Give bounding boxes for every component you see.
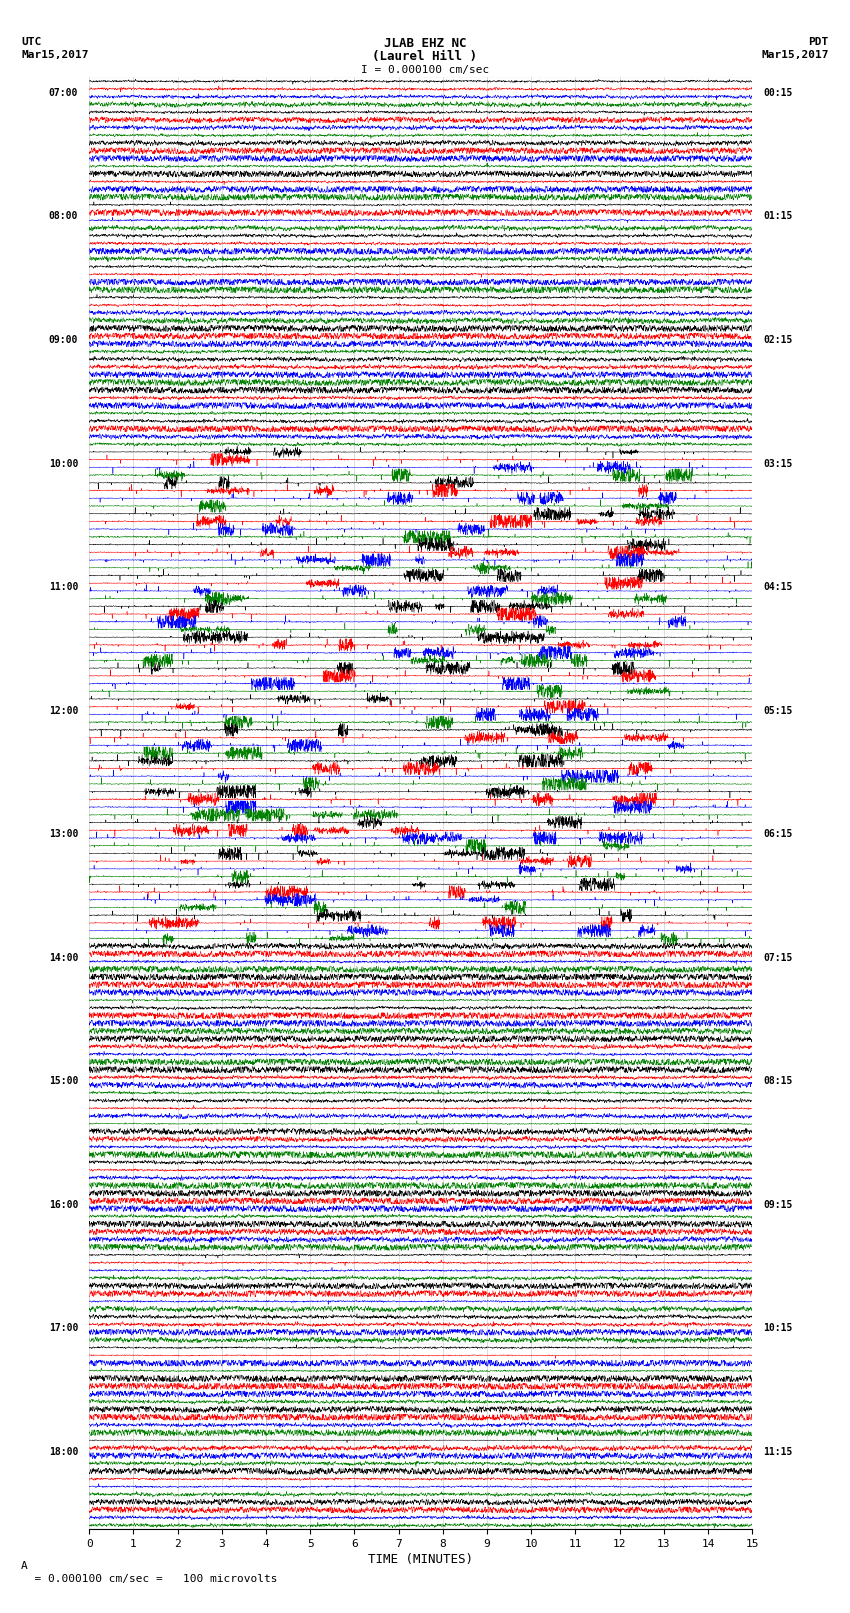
- Text: UTC: UTC: [21, 37, 42, 47]
- Text: 05:15: 05:15: [763, 705, 793, 716]
- Text: 11:00: 11:00: [48, 582, 78, 592]
- Text: 16:00: 16:00: [48, 1200, 78, 1210]
- Text: (Laurel Hill ): (Laurel Hill ): [372, 50, 478, 63]
- Text: 03:15: 03:15: [763, 458, 793, 468]
- Text: JLAB EHZ NC: JLAB EHZ NC: [383, 37, 467, 50]
- Text: 08:15: 08:15: [763, 1076, 793, 1086]
- Text: 07:15: 07:15: [763, 953, 793, 963]
- Text: 15:00: 15:00: [48, 1076, 78, 1086]
- Text: 11:15: 11:15: [763, 1447, 793, 1457]
- Text: A: A: [21, 1561, 28, 1571]
- Text: 10:00: 10:00: [48, 458, 78, 468]
- Text: 14:00: 14:00: [48, 953, 78, 963]
- Text: 06:15: 06:15: [763, 829, 793, 839]
- Text: 01:15: 01:15: [763, 211, 793, 221]
- Text: I = 0.000100 cm/sec: I = 0.000100 cm/sec: [361, 65, 489, 74]
- Text: 07:00: 07:00: [48, 87, 78, 98]
- Text: = 0.000100 cm/sec =   100 microvolts: = 0.000100 cm/sec = 100 microvolts: [21, 1574, 278, 1584]
- Text: 08:00: 08:00: [48, 211, 78, 221]
- Text: 10:15: 10:15: [763, 1323, 793, 1334]
- Text: 04:15: 04:15: [763, 582, 793, 592]
- Text: PDT: PDT: [808, 37, 829, 47]
- Text: 17:00: 17:00: [48, 1323, 78, 1334]
- Text: 12:00: 12:00: [48, 705, 78, 716]
- Text: 13:00: 13:00: [48, 829, 78, 839]
- Text: 18:00: 18:00: [48, 1447, 78, 1457]
- X-axis label: TIME (MINUTES): TIME (MINUTES): [368, 1553, 473, 1566]
- Text: 09:00: 09:00: [48, 336, 78, 345]
- Text: 02:15: 02:15: [763, 336, 793, 345]
- Text: Mar15,2017: Mar15,2017: [21, 50, 88, 60]
- Text: Mar15,2017: Mar15,2017: [762, 50, 829, 60]
- Text: 00:15: 00:15: [763, 87, 793, 98]
- Text: 09:15: 09:15: [763, 1200, 793, 1210]
